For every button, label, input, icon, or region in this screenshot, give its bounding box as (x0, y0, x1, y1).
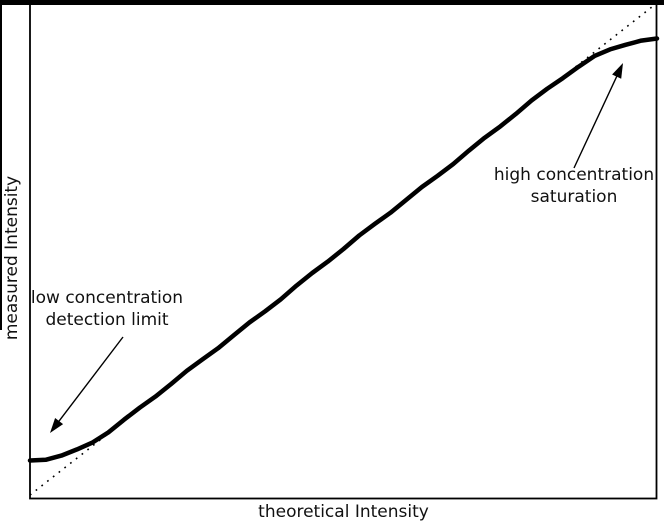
annotation-line: detection limit (45, 310, 169, 330)
annotation-low-detection: low concentration detection limit (0, 287, 227, 331)
image-top-border (0, 0, 664, 5)
measured-response-curve (27, 36, 660, 463)
annotation-line: low concentration (30, 288, 184, 308)
annotation-line: saturation (530, 187, 618, 207)
arrow-head-icon (612, 63, 623, 79)
arrow-shaft (573, 68, 622, 169)
x-axis-label: theoretical Intensity (258, 502, 429, 522)
image-left-border (0, 0, 2, 330)
saturation-arrow (573, 63, 623, 169)
arrow-shaft (53, 336, 124, 429)
annotation-high-saturation: high concentration saturation (454, 164, 664, 208)
low-detection-arrow (50, 336, 124, 433)
arrow-head-icon (50, 418, 64, 433)
annotation-line: high concentration (493, 165, 655, 185)
